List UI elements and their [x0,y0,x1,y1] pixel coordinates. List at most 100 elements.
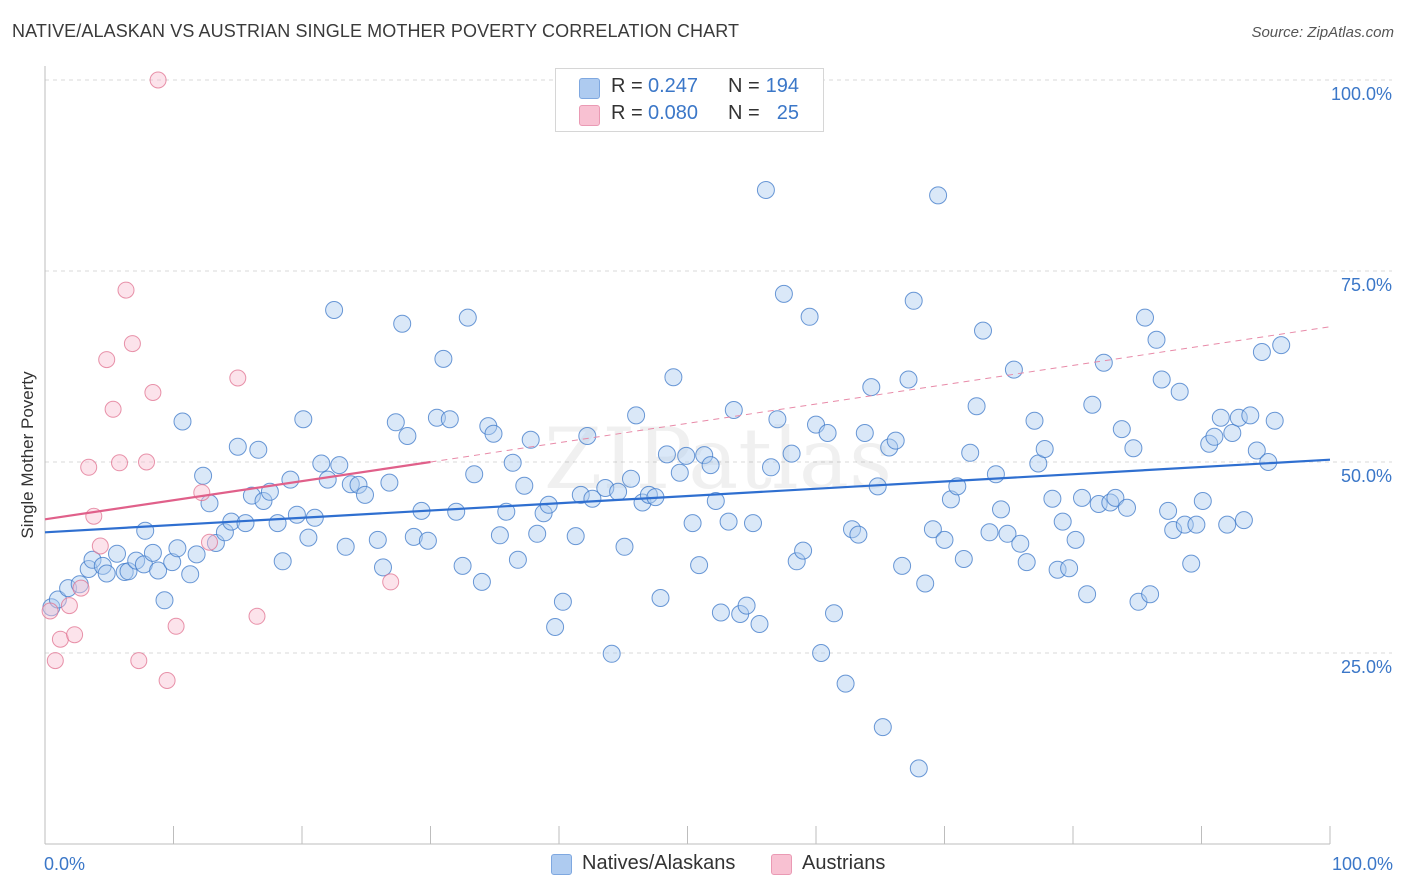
data-point [318,470,337,489]
data-point [51,630,69,648]
data-point [229,369,247,387]
data-point [756,181,775,199]
data-point [194,466,213,485]
data-point [571,485,590,504]
data-point [281,470,300,489]
data-point [622,469,640,488]
data-point [79,560,98,578]
data-point [1017,553,1036,572]
data-point [508,550,527,569]
data-point [855,424,874,442]
data-point [967,397,986,416]
data-point [299,528,318,547]
data-point [1025,411,1044,430]
data-point [187,545,206,564]
data-point [651,589,670,607]
data-point [1112,420,1131,439]
data-point [923,520,942,539]
data-point [1083,395,1102,414]
data-point [201,533,218,551]
data-point [356,485,374,504]
data-point [904,291,923,310]
legend-n-label: N = [728,75,760,97]
data-point [683,514,702,533]
data-point [465,465,484,484]
data-point [992,500,1010,519]
data-point [1164,521,1183,539]
data-point [528,524,547,543]
legend-row-austrians: R = 0.080 N = 25 [556,101,823,127]
data-point [168,539,187,558]
data-point [862,378,881,397]
data-point [1078,585,1097,604]
data-point [83,550,102,569]
x-tick-label: 100.0% [1332,854,1393,874]
data-point [336,537,355,556]
data-point [744,514,762,533]
axes [44,66,1331,845]
data-point [762,458,780,477]
trend-line-natives [44,458,1331,534]
tick-labels: 25.0% 50.0% 75.0% 100.0% 0.0% 100.0% [44,84,1393,874]
data-point [849,525,868,544]
data-point [1229,408,1248,427]
data-point [254,492,273,510]
watermark: ZIPatlas [544,410,892,508]
data-point [181,565,200,584]
data-point [566,527,585,546]
data-point [1223,424,1242,442]
data-point [1205,427,1224,446]
data-point [974,321,992,340]
y-tick-label: 100.0% [1331,84,1392,104]
data-point [119,562,138,581]
data-point [583,489,602,508]
data-point [287,505,306,524]
legend-row-natives: R = 0.247 N = 194 [556,74,823,100]
data-point [980,523,999,542]
data-point [909,759,928,778]
data-point [447,502,466,521]
legend-r-value: 0.080 [648,102,699,124]
data-point [1136,308,1154,327]
x-tick-label: 0.0% [44,854,85,874]
data-point [273,552,292,571]
data-point [440,410,459,429]
data-point [782,444,801,463]
legend-swatch-natives [579,78,600,99]
data-point [768,410,787,429]
data-point [393,314,412,333]
data-point [986,465,1005,484]
data-point [794,541,813,560]
data-point [615,537,634,556]
data-point [521,430,540,449]
legend-swatch-austrians [579,105,600,126]
data-point [998,524,1017,543]
data-point [677,446,696,465]
data-point [750,615,769,633]
data-point [268,514,287,533]
data-point [382,573,400,591]
data-point [1073,488,1091,507]
data-point [123,335,141,353]
data-point [1187,515,1206,534]
data-point [724,401,743,419]
data-point [193,484,211,502]
legend-r-label: R = [611,75,643,97]
data-point [880,438,899,457]
data-point [719,512,738,531]
data-point [104,400,122,418]
data-point [66,626,84,644]
data-point [657,445,676,464]
data-point [80,458,98,476]
data-point [935,530,954,549]
data-point [117,281,135,299]
data-point [1053,512,1072,531]
y-axis-label: Single Mother Poverty [18,371,37,539]
data-point [458,308,477,327]
data-point [941,490,960,509]
data-point [1089,495,1108,513]
data-point [215,523,234,542]
data-point [602,644,621,663]
data-point [484,424,503,443]
